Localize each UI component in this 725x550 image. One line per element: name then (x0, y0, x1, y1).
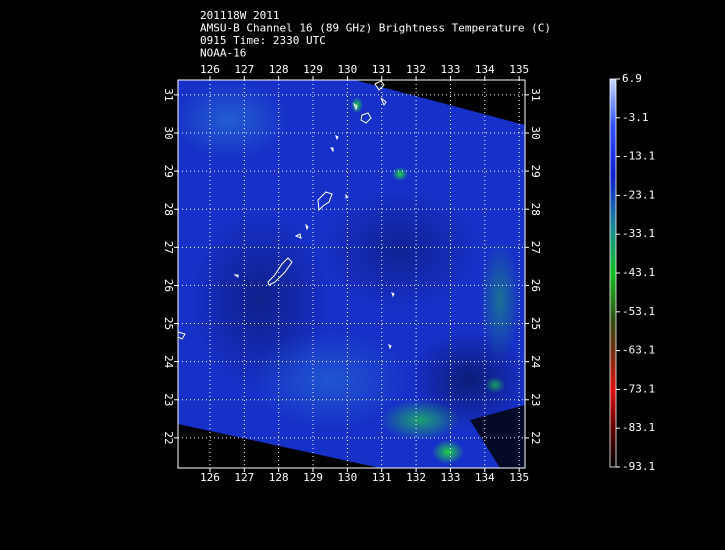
lon-label-bottom: 127 (234, 471, 254, 484)
lat-label-left: 27 (162, 241, 175, 254)
lat-label-right: 26 (529, 279, 542, 292)
lat-label-right: 31 (529, 88, 542, 101)
title-line: 0915 Time: 2330 UTC (200, 34, 326, 47)
colorbar-label: -53.1 (622, 305, 655, 318)
lat-label-left: 31 (162, 88, 175, 101)
lat-label-left: 25 (162, 317, 175, 330)
lat-label-right: 30 (529, 126, 542, 139)
lat-label-left: 26 (162, 279, 175, 292)
map-frame (177, 79, 526, 469)
lat-label-right: 23 (529, 393, 542, 406)
lon-label-top: 130 (337, 63, 357, 76)
lon-label-top: 131 (372, 63, 392, 76)
colorbar (609, 78, 617, 468)
title-line: NOAA-16 (200, 47, 246, 60)
lon-label-top: 126 (200, 63, 220, 76)
colorbar-label: -73.1 (622, 382, 655, 395)
colorbar-label: -83.1 (622, 421, 655, 434)
colorbar-label: 6.9 (622, 72, 642, 85)
imagery (178, 80, 525, 468)
lat-label-right: 25 (529, 317, 542, 330)
lat-label-right: 28 (529, 203, 542, 216)
lon-label-bottom: 135 (509, 471, 529, 484)
lon-label-bottom: 132 (406, 471, 426, 484)
lat-label-left: 30 (162, 126, 175, 139)
lat-label-left: 22 (162, 431, 175, 444)
colorbar-label: -93.1 (622, 460, 655, 473)
lon-label-bottom: 128 (269, 471, 289, 484)
lon-label-bottom: 129 (303, 471, 323, 484)
lon-label-bottom: 133 (441, 471, 461, 484)
lon-label-bottom: 126 (200, 471, 220, 484)
lat-label-left: 28 (162, 203, 175, 216)
colorbar-label: -3.1 (622, 111, 649, 124)
colorbar-label: -13.1 (622, 150, 655, 163)
lon-label-bottom: 134 (475, 471, 495, 484)
lon-label-top: 135 (509, 63, 529, 76)
lat-label-right: 24 (529, 355, 542, 369)
lat-label-right: 27 (529, 241, 542, 254)
lat-label-left: 29 (162, 164, 175, 177)
colorbar-label: -23.1 (622, 188, 655, 201)
lon-label-top: 127 (234, 63, 254, 76)
lon-label-top: 129 (303, 63, 323, 76)
lat-label-right: 22 (529, 431, 542, 444)
lat-label-right: 29 (529, 164, 542, 177)
lon-label-top: 132 (406, 63, 426, 76)
title-line: AMSU-B Channel 16 (89 GHz) Brightness Te… (200, 22, 551, 35)
colorbar-label: -43.1 (622, 266, 655, 279)
lon-label-top: 133 (441, 63, 461, 76)
lon-label-top: 128 (269, 63, 289, 76)
lon-label-bottom: 130 (337, 471, 357, 484)
lat-label-left: 24 (162, 355, 175, 369)
lon-label-bottom: 131 (372, 471, 392, 484)
title-line: 201118W 2011 (200, 9, 279, 22)
colorbar-label: -63.1 (622, 344, 655, 357)
lon-label-top: 134 (475, 63, 495, 76)
lat-label-left: 23 (162, 393, 175, 406)
colorbar-label: -33.1 (622, 227, 655, 240)
